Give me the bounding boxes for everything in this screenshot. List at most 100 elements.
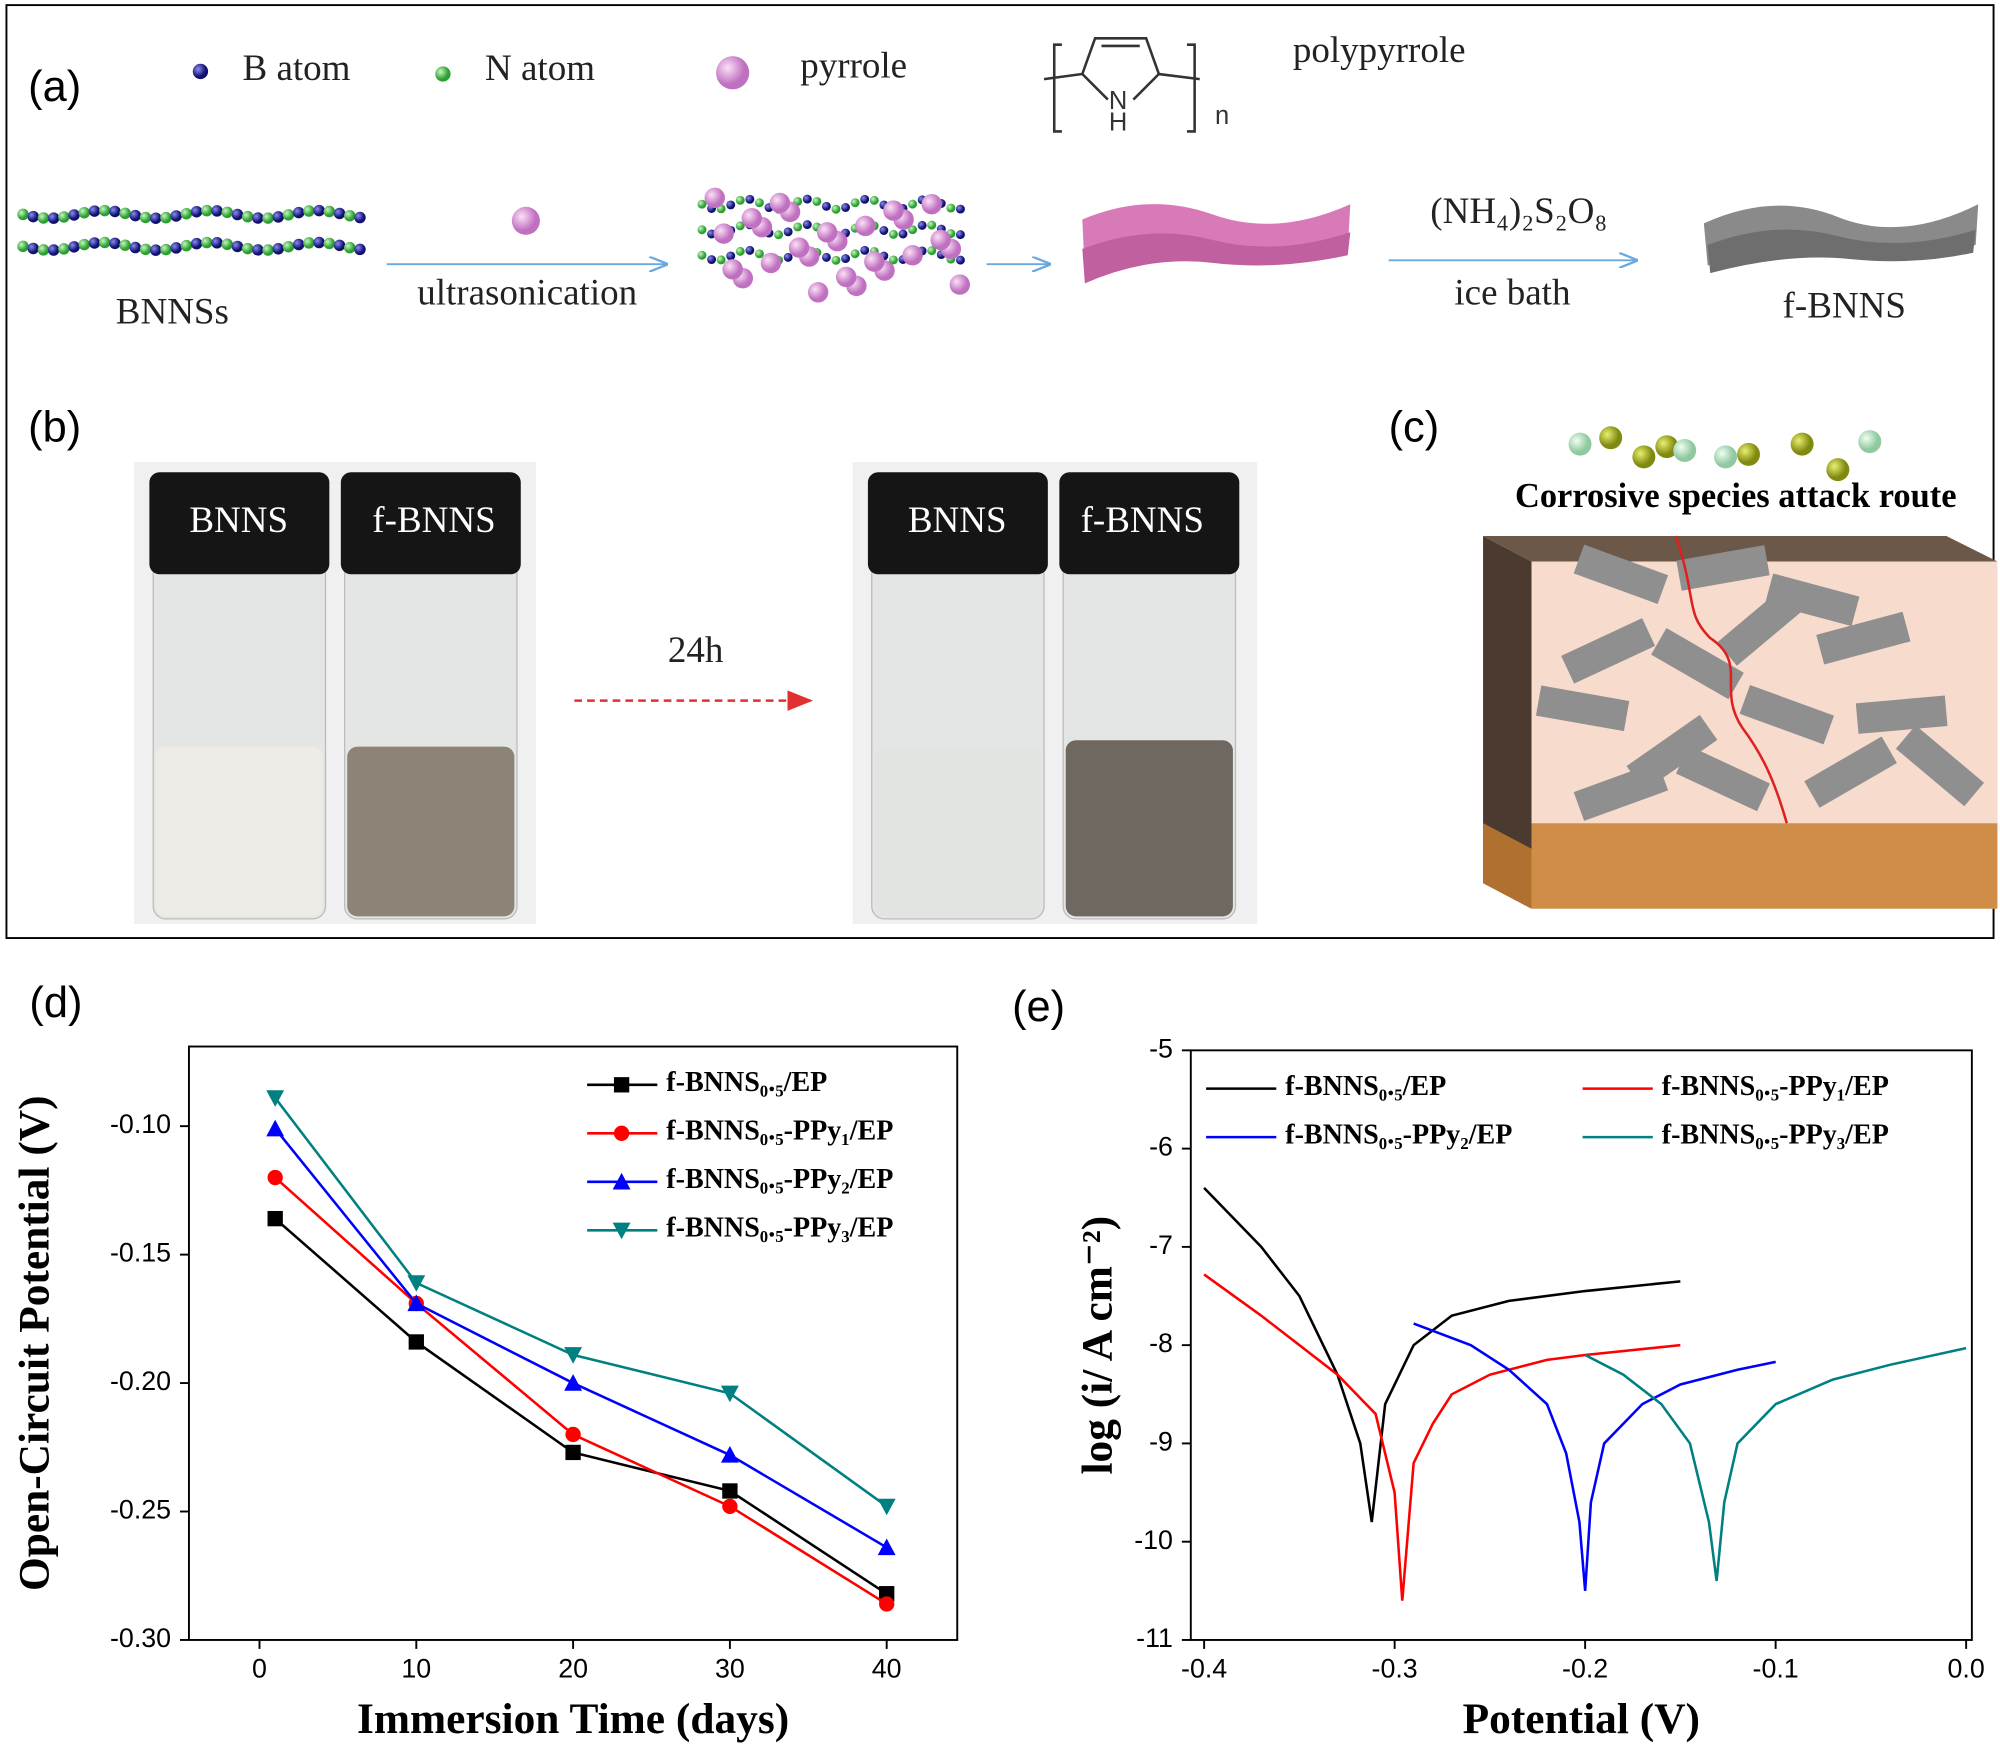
flake [1561, 618, 1656, 684]
corrosive-species [1568, 426, 1882, 482]
pyrrole-icon [716, 56, 750, 90]
flake [1739, 685, 1835, 745]
atom [323, 237, 336, 250]
atom [180, 207, 193, 220]
marker [877, 1538, 896, 1556]
flake [1676, 545, 1770, 591]
atom [333, 239, 346, 252]
pyrrole [816, 222, 838, 243]
atom [869, 195, 879, 205]
caption: Corrosive species attack route [1515, 477, 1957, 515]
marker [565, 1426, 581, 1443]
atom [841, 254, 851, 264]
series-line [1413, 1322, 1776, 1591]
atom [211, 205, 223, 217]
atom [47, 244, 60, 256]
atom [333, 207, 346, 220]
y-tick-label: -7 [1149, 1230, 1173, 1260]
marker [722, 1498, 738, 1515]
panel-label: (e) [1012, 983, 1065, 1031]
marker [564, 1347, 583, 1364]
vial-liquid [1065, 740, 1233, 917]
atom [898, 229, 908, 239]
atom [344, 209, 356, 222]
atom [292, 206, 305, 219]
atom [160, 211, 172, 224]
marker [720, 1385, 739, 1403]
pyrrole [883, 200, 904, 221]
pyrrole [807, 282, 829, 303]
series-line [274, 1217, 888, 1595]
pyrrole [864, 251, 885, 272]
atom [190, 205, 203, 218]
atom [707, 255, 717, 265]
structure-n-repeat: n [1215, 102, 1229, 130]
atom [129, 209, 142, 222]
marker [879, 1596, 895, 1612]
legend-marker [613, 1077, 630, 1093]
intercalated-sheets [697, 187, 971, 303]
polypyrrole-structure [1043, 37, 1200, 133]
legend-label: f-BNNS₀.₅-PPy₃/EP [666, 1213, 893, 1244]
y-tick-label: -5 [1149, 1033, 1173, 1063]
series-line [274, 1097, 888, 1508]
atom [774, 230, 784, 240]
panel-label: (b) [28, 404, 81, 452]
y-tick-label: -6 [1149, 1132, 1173, 1162]
atom [150, 244, 162, 256]
atom [27, 210, 39, 223]
series-line [1203, 1273, 1681, 1601]
vial-label: BNNS [908, 500, 1007, 541]
bnns-flakes [1535, 544, 1985, 821]
pyrrole [921, 193, 942, 215]
marker [266, 1090, 285, 1107]
legend-marker [612, 1222, 631, 1240]
marker [266, 1119, 285, 1137]
marker [564, 1374, 583, 1391]
atom [201, 204, 213, 217]
marker [877, 1498, 896, 1516]
flake [1804, 736, 1897, 808]
atom [831, 204, 841, 214]
atom [27, 242, 39, 255]
atom [201, 236, 213, 249]
atom [908, 225, 918, 235]
legend-label: f-BNNS₀.₅/EP [1285, 1071, 1446, 1102]
atom [802, 194, 812, 204]
atom [927, 246, 937, 256]
vial-cap [149, 472, 330, 575]
vial-liquid [155, 746, 323, 917]
structure-n: N [1109, 87, 1127, 115]
atom [344, 241, 356, 254]
y-tick-label: -11 [1136, 1623, 1173, 1653]
pyrrole [741, 208, 762, 229]
attack-route [1674, 535, 1789, 824]
step-label: (NH₄)₂S₂O₈ [1430, 191, 1607, 232]
legend-pyrrole: pyrrole [800, 45, 907, 86]
atom [58, 243, 70, 255]
atom [860, 194, 870, 204]
atom [908, 199, 918, 209]
legend-label: f-BNNS₀.₅-PPy₁/EP [1662, 1071, 1889, 1102]
y-tick-label: -0.15 [110, 1238, 171, 1268]
atom [37, 212, 50, 224]
atom [831, 255, 841, 265]
atom [109, 237, 121, 250]
atom [272, 211, 285, 223]
pyrrole [769, 192, 791, 214]
time-label: 24h [668, 630, 724, 671]
atom [170, 242, 182, 254]
atom [78, 206, 91, 219]
atom [78, 238, 91, 251]
atom [139, 243, 152, 256]
atom [17, 240, 29, 253]
atom [180, 239, 193, 252]
legend-label: f-BNNS₀.₅-PPy₂/EP [1285, 1120, 1512, 1151]
atom [354, 243, 366, 256]
atom [821, 252, 831, 262]
y-tick-label: -0.30 [110, 1623, 171, 1653]
y-tick-label: -9 [1149, 1427, 1173, 1457]
flake [1535, 685, 1630, 732]
y-tick-label: -10 [1134, 1525, 1173, 1555]
pyrrole-icon [511, 206, 540, 235]
